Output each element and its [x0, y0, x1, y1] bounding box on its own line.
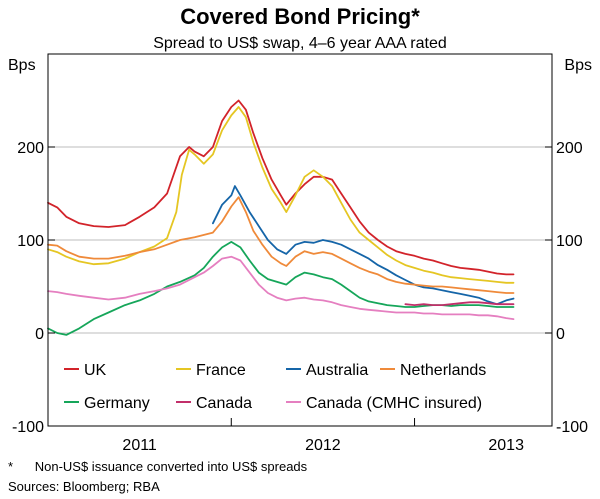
- y-tick-label-right: 100: [556, 233, 583, 250]
- y-tick-label-left: -100: [12, 419, 44, 436]
- series-line: [47, 196, 515, 294]
- y-tick-label-left: 100: [17, 233, 44, 250]
- series-line: [47, 241, 515, 336]
- y-tick-label-right: -100: [556, 419, 588, 436]
- series-line: [212, 185, 515, 306]
- y-tick-label-left: 0: [35, 326, 44, 343]
- x-tick-label: 2011: [122, 437, 157, 454]
- y-tick-label-right: 200: [556, 140, 583, 157]
- grid-lines: [48, 146, 552, 334]
- legend-label: Australia: [306, 362, 368, 379]
- axis-ticks: -100 -100 0 0 100 100 200 200 2011 2012 2013: [12, 140, 588, 454]
- series-line: [47, 99, 515, 276]
- legend-label: UK: [84, 362, 107, 379]
- legend-label: Netherlands: [400, 362, 486, 379]
- series-line: [404, 301, 515, 306]
- legend-label: Canada (CMHC insured): [306, 395, 482, 412]
- series-line: [47, 106, 515, 284]
- x-tick-label: 2012: [305, 437, 341, 454]
- legend-label: France: [196, 362, 246, 379]
- legend: UK France Australia Netherlands Germany Canad…: [64, 362, 486, 412]
- series-lines: [47, 99, 515, 336]
- footnote: * Non-US$ issuance converted into US$ sp…: [8, 459, 308, 474]
- sources-note: Sources: Bloomberg; RBA: [8, 479, 160, 494]
- x-tick-label: 2013: [488, 437, 524, 454]
- y-tick-label-right: 0: [556, 326, 565, 343]
- y-axis-label-left: Bps: [8, 57, 36, 74]
- chart-subtitle: Spread to US$ swap, 4–6 year AAA rated: [153, 35, 447, 52]
- legend-label: Germany: [84, 395, 150, 412]
- y-tick-label-left: 200: [17, 140, 44, 157]
- chart-title: Covered Bond Pricing*: [180, 4, 420, 29]
- legend-label: Canada: [196, 395, 252, 412]
- series-line: [47, 255, 515, 320]
- y-axis-label-right: Bps: [564, 57, 592, 74]
